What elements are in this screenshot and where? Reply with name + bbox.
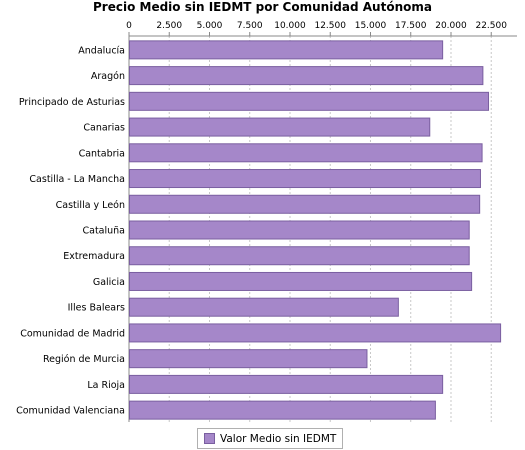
- category-label: Cataluña: [82, 226, 125, 237]
- bars: [129, 40, 502, 420]
- x-tick-label: 22.500: [475, 21, 507, 31]
- category-label: Illes Balears: [68, 303, 125, 314]
- x-tick-label: 15.000: [355, 21, 387, 31]
- category-labels: Andalucía Aragón Principado de Asturias Can…: [16, 45, 125, 416]
- bar: [129, 323, 502, 343]
- x-tick-label: 20.000: [435, 21, 467, 31]
- bar: [129, 220, 470, 240]
- category-label: Castilla y León: [56, 200, 125, 211]
- x-tick-label: 12.500: [314, 21, 346, 31]
- category-label: Comunidad de Madrid: [20, 328, 125, 339]
- bar: [129, 271, 473, 291]
- x-tick-label: 10.000: [274, 21, 306, 31]
- legend-swatch: [204, 433, 215, 444]
- category-label: La Rioja: [87, 380, 125, 391]
- bar: [129, 246, 470, 266]
- category-label: Región de Murcia: [43, 354, 125, 365]
- x-axis-ticks: 0 2.500 5.000 7.500 10.000 12.500 15.000 17.500…: [126, 21, 507, 36]
- category-label: Andalucía: [78, 45, 125, 56]
- x-tick-label: 5.000: [197, 21, 223, 31]
- bar: [129, 169, 481, 189]
- category-label: Principado de Asturias: [19, 97, 125, 108]
- legend: Valor Medio sin IEDMT: [197, 428, 344, 449]
- x-tick-label: 0: [126, 21, 132, 31]
- bar: [129, 143, 483, 163]
- bar: [129, 40, 444, 60]
- bar: [129, 91, 490, 111]
- bar: [129, 66, 484, 86]
- bar: [129, 297, 399, 317]
- category-label: Aragón: [91, 71, 125, 82]
- bar: [129, 374, 444, 394]
- category-label: Canarias: [83, 123, 125, 134]
- chart-title: Precio Medio sin IEDMT por Comunidad Aut…: [93, 0, 432, 14]
- bar: [129, 194, 481, 214]
- category-label: Cantabria: [79, 148, 125, 159]
- bar: [129, 349, 368, 369]
- category-label: Extremadura: [63, 251, 125, 262]
- x-tick-label: 7.500: [237, 21, 263, 31]
- category-label: Castilla - La Mancha: [29, 174, 125, 185]
- x-tick-label: 2.500: [156, 21, 182, 31]
- bar: [129, 400, 436, 420]
- x-tick-label: 17.500: [395, 21, 427, 31]
- legend-label: Valor Medio sin IEDMT: [220, 432, 337, 445]
- category-label: Comunidad Valenciana: [16, 406, 125, 417]
- bar: [129, 117, 431, 137]
- category-label: Galicia: [93, 277, 125, 288]
